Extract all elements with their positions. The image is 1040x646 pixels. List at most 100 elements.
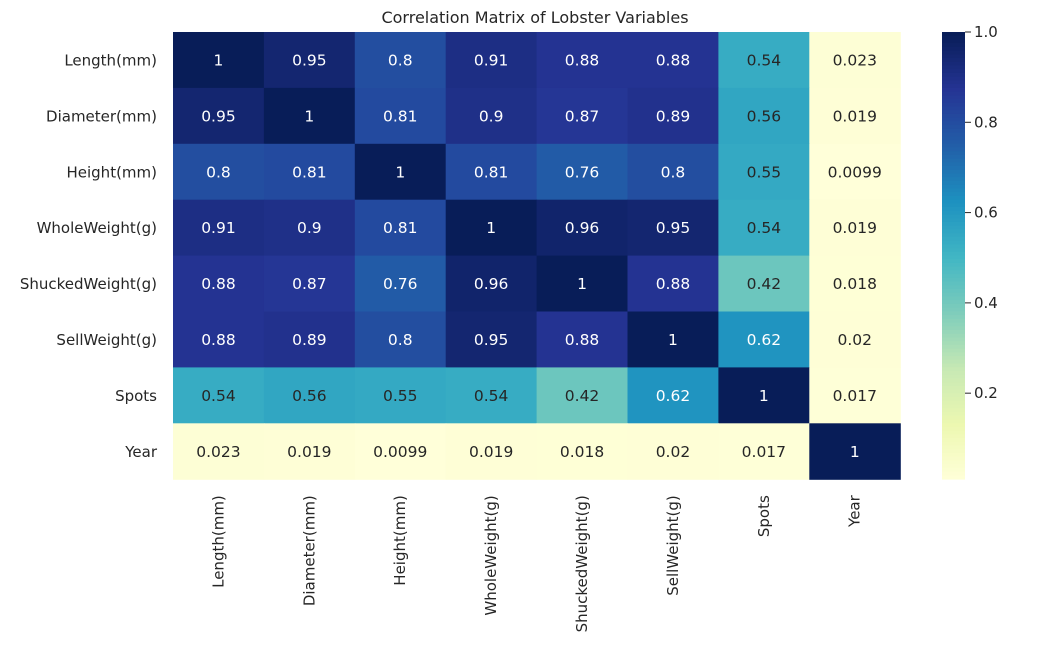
heatmap-cell (445, 423, 538, 480)
colorbar-tick-label: 1.0 (974, 23, 998, 41)
colorbar-gradient-slice (942, 397, 965, 402)
colorbar-gradient-slice (942, 35, 965, 41)
colorbar-gradient-slice (942, 84, 965, 89)
colorbar-gradient-slice (942, 270, 965, 275)
colorbar-tick-label: 0.4 (974, 294, 998, 312)
colorbar-gradient-slice (942, 229, 965, 234)
colorbar-gradient-slice (942, 318, 965, 324)
colorbar-gradient-slice (942, 199, 965, 204)
colorbar-gradient-slice (942, 188, 965, 193)
colorbar-gradient-slice (942, 333, 965, 339)
colorbar-gradient-slice (942, 99, 965, 104)
cell-value-label: 0.91 (201, 219, 236, 237)
colorbar-gradient-slice (942, 154, 965, 160)
colorbar-gradient-slice (942, 475, 965, 480)
colorbar-gradient-slice (942, 147, 965, 152)
cell-value-label: 0.018 (833, 275, 877, 293)
cell-value-label: 0.023 (196, 443, 240, 461)
cell-value-label: 0.95 (474, 331, 509, 349)
heatmap-cell (536, 199, 629, 257)
colorbar-gradient-slice (942, 303, 965, 309)
heatmap-cell (263, 143, 356, 201)
cell-value-label: 0.88 (656, 275, 691, 293)
x-tick-label: Height(mm) (391, 495, 409, 586)
cell-value-label: 0.019 (469, 443, 513, 461)
heatmap-cell (809, 311, 901, 368)
cell-value-label: 1 (759, 387, 769, 405)
heatmap-cell (354, 367, 447, 424)
cell-value-label: 0.96 (565, 219, 600, 237)
colorbar-gradient-slice (942, 359, 965, 365)
heatmap-cell (627, 87, 719, 145)
colorbar-gradient-slice (942, 162, 965, 167)
cell-value-label: 0.8 (206, 163, 231, 181)
cell-value-label: 0.95 (656, 219, 691, 237)
cell-value-label: 1 (304, 107, 314, 125)
colorbar-gradient-slice (942, 221, 965, 227)
colorbar-gradient-slice (942, 169, 965, 175)
x-tick-label: Spots (755, 495, 773, 537)
heatmap-cell (263, 311, 356, 368)
x-tick-label: WholeWeight(g) (482, 495, 500, 615)
cell-value-label: 0.54 (474, 387, 509, 405)
colorbar-gradient-slice (942, 296, 965, 301)
heatmap-cell (627, 143, 719, 201)
colorbar-gradient-slice (942, 419, 965, 424)
colorbar-gradient-slice (942, 184, 965, 190)
colorbar-gradient-slice (942, 195, 965, 201)
y-tick-label: SellWeight(g) (56, 331, 157, 349)
heatmap-cell (809, 255, 901, 313)
colorbar-gradient-slice (942, 58, 965, 63)
cell-value-label: 0.8 (388, 331, 413, 349)
colorbar-gradient-slice (942, 32, 965, 37)
heatmap-cell (627, 32, 719, 89)
heatmap-cell (354, 143, 447, 201)
cell-annotations: 1 0.95 0.8 0.91 0.88 0.88 0.54 0.023 0.95 1 0.8 1 0.… (196, 51, 882, 460)
colorbar-gradient-slice (942, 61, 965, 67)
colorbar-gradient-slice (942, 315, 965, 320)
y-tick-label: Length(mm) (64, 51, 157, 69)
heatmap-cell (718, 423, 810, 480)
cell-value-label: 0.76 (565, 163, 600, 181)
colorbar-gradient-slice (942, 285, 965, 290)
colorbar-gradient-slice (942, 445, 965, 450)
colorbar-gradient-slice (942, 441, 965, 447)
colorbar-tick-label: 0.2 (974, 384, 998, 402)
heatmap-cell (354, 255, 447, 313)
colorbar-gradient-slice (942, 352, 965, 357)
y-tick-label: Year (124, 443, 158, 461)
colorbar-gradient-slice (942, 125, 965, 130)
colorbar-gradient-slice (942, 214, 965, 219)
heatmap-cell (627, 199, 719, 257)
heatmap-cell (809, 423, 901, 480)
colorbar-gradient-slice (942, 181, 965, 186)
colorbar-gradient-slice (942, 262, 965, 268)
colorbar-gradient-slice (942, 233, 965, 238)
cell-value-label: 0.017 (833, 387, 877, 405)
cell-value-label: 1 (850, 443, 860, 461)
colorbar-gradient-slice (942, 102, 965, 108)
colorbar-gradient-slice (942, 91, 965, 96)
colorbar-gradient-slice (942, 281, 965, 286)
heatmap-cell (536, 311, 629, 368)
heatmap-cells (173, 32, 901, 480)
x-tick-label: Year (846, 494, 864, 528)
colorbar-gradient-slice (942, 236, 965, 242)
heatmap-cell (263, 367, 356, 424)
colorbar-gradient-slice (942, 244, 965, 249)
cell-value-label: 0.02 (656, 443, 691, 461)
cell-value-label: 0.88 (201, 331, 236, 349)
colorbar-gradient-slice (942, 117, 965, 122)
cell-value-label: 0.89 (292, 331, 327, 349)
colorbar-gradient-slice (942, 322, 965, 327)
cell-value-label: 0.55 (383, 387, 418, 405)
cell-value-label: 0.87 (565, 107, 600, 125)
colorbar-gradient-slice (942, 177, 965, 182)
cell-value-label: 0.54 (747, 51, 782, 69)
heatmap-cell (809, 32, 901, 89)
cell-value-label: 1 (395, 163, 405, 181)
y-tick-label: ShuckedWeight(g) (20, 275, 157, 293)
colorbar-gradient-slice (942, 404, 965, 409)
